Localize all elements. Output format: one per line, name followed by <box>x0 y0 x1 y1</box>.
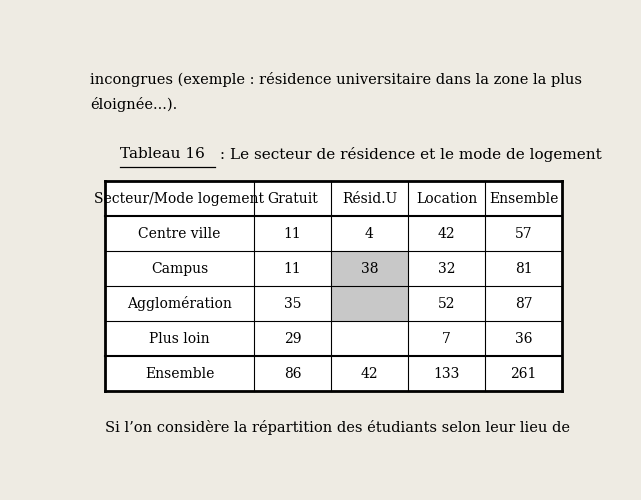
Text: 36: 36 <box>515 332 532 345</box>
Text: 11: 11 <box>283 226 301 240</box>
Bar <box>331 251 408 286</box>
Text: 35: 35 <box>284 296 301 310</box>
Text: 133: 133 <box>433 366 460 380</box>
Text: incongrues (exemple : résidence universitaire dans la zone la plus: incongrues (exemple : résidence universi… <box>90 72 582 86</box>
Text: Tableau 16: Tableau 16 <box>120 146 204 160</box>
Text: Plus loin: Plus loin <box>149 332 210 345</box>
Text: 57: 57 <box>515 226 532 240</box>
Text: Agglomération: Agglomération <box>127 296 232 311</box>
Text: 81: 81 <box>515 262 532 276</box>
Text: éloignée...).: éloignée...). <box>90 96 178 112</box>
Text: Campus: Campus <box>151 262 208 276</box>
Text: 4: 4 <box>365 226 374 240</box>
Text: 29: 29 <box>284 332 301 345</box>
Text: 42: 42 <box>361 366 378 380</box>
Text: 261: 261 <box>510 366 537 380</box>
Text: 32: 32 <box>438 262 455 276</box>
Text: 52: 52 <box>438 296 455 310</box>
Text: 86: 86 <box>284 366 301 380</box>
Text: Ensemble: Ensemble <box>145 366 214 380</box>
Text: 38: 38 <box>361 262 378 276</box>
Text: 42: 42 <box>438 226 455 240</box>
Text: Centre ville: Centre ville <box>138 226 221 240</box>
Bar <box>331 286 408 321</box>
Text: Ensemble: Ensemble <box>489 192 558 206</box>
Text: 11: 11 <box>283 262 301 276</box>
Text: Gratuit: Gratuit <box>267 192 318 206</box>
Text: : Le secteur de résidence et le mode de logement: : Le secteur de résidence et le mode de … <box>215 146 602 162</box>
Text: Secteur/Mode logement: Secteur/Mode logement <box>94 192 265 206</box>
Text: Si l’on considère la répartition des étudiants selon leur lieu de: Si l’on considère la répartition des étu… <box>105 420 570 435</box>
Text: Résid.U: Résid.U <box>342 192 397 206</box>
Text: Location: Location <box>416 192 477 206</box>
Text: 87: 87 <box>515 296 532 310</box>
Text: 7: 7 <box>442 332 451 345</box>
